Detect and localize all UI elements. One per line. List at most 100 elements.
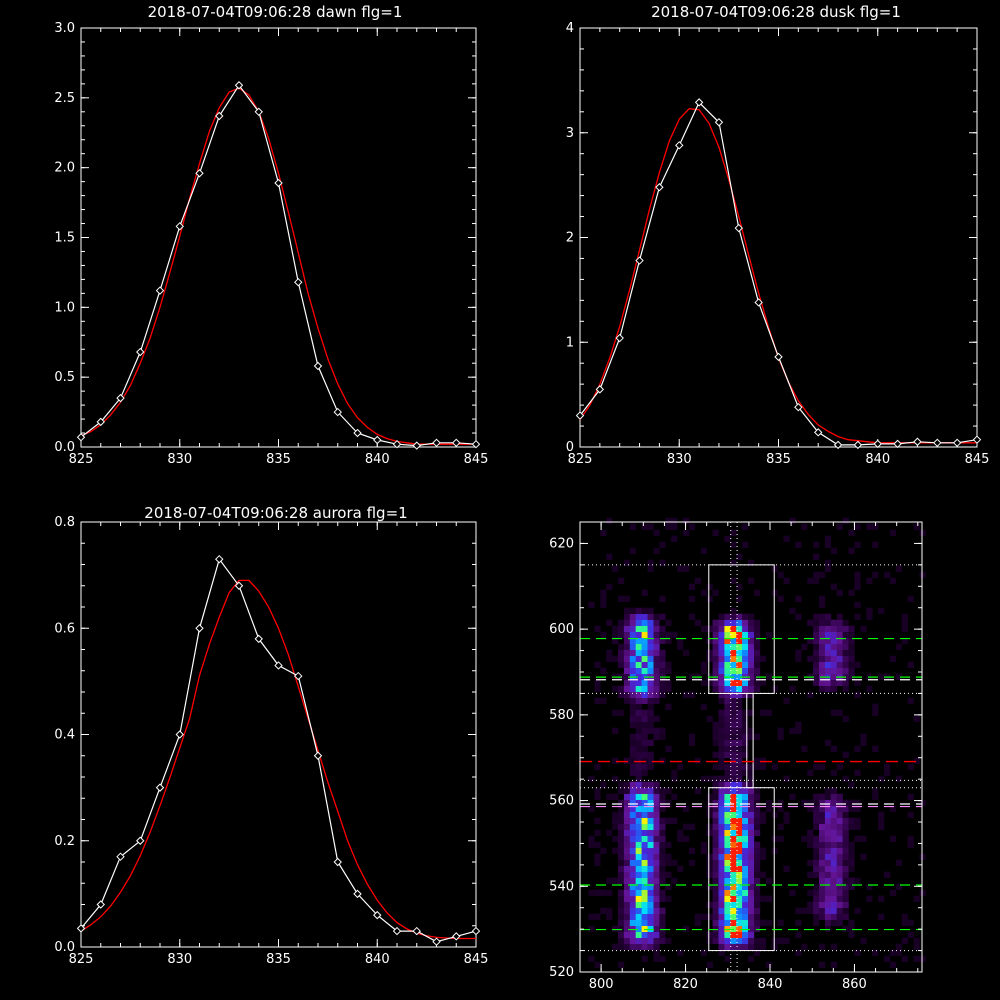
heatmap-cell — [635, 637, 642, 644]
heatmap-cell — [730, 703, 737, 710]
heatmap-cell — [854, 691, 861, 698]
heatmap-cell — [641, 709, 648, 716]
heatmap-cell — [718, 763, 725, 770]
heatmap-cell — [878, 673, 885, 680]
heatmap-cell — [736, 709, 743, 716]
heatmap-cell — [677, 643, 684, 650]
data-point-diamond — [136, 347, 145, 357]
heatmap-cell — [842, 661, 849, 668]
heatmap-cell — [907, 661, 914, 668]
heatmap-cell — [736, 847, 743, 854]
y-tick-label: 0.2 — [54, 834, 75, 849]
heatmap-cell — [612, 811, 619, 818]
heatmap-cell — [807, 805, 814, 812]
heatmap-cell — [653, 811, 660, 818]
heatmap-cell — [742, 889, 749, 896]
data-point-diamond — [353, 889, 362, 899]
y-tick-label: 540 — [549, 879, 574, 894]
heatmap-cell — [641, 679, 648, 686]
heatmap-cell — [913, 757, 920, 764]
heatmap-cell — [724, 787, 731, 794]
heatmap-cell — [754, 631, 761, 638]
data-line — [80, 84, 477, 447]
heatmap-cell — [730, 931, 737, 938]
gaussian-fit-line — [80, 579, 476, 940]
y-tick-label: 0 — [566, 440, 574, 455]
heatmap-cell — [724, 781, 731, 788]
heatmap-cell — [659, 595, 666, 602]
heatmap-cell — [724, 775, 731, 782]
heatmap-cell — [623, 847, 631, 854]
heatmap-cell — [712, 631, 719, 638]
heatmap-cell — [730, 745, 737, 752]
heatmap-cell — [889, 889, 897, 896]
heatmap-cell — [848, 667, 855, 674]
x-tick-label: 840 — [365, 952, 390, 967]
heatmap-cell — [641, 733, 648, 740]
heatmap-cell — [635, 643, 642, 650]
heatmap-cell — [635, 799, 642, 806]
heatmap-cell — [647, 679, 654, 686]
heatmap-cell — [629, 679, 636, 686]
heatmap-cell — [677, 835, 684, 842]
heatmap-cell — [848, 931, 855, 938]
heatmap-cell — [748, 937, 755, 944]
heatmap-cell — [718, 751, 725, 758]
heatmap-cell — [724, 535, 731, 542]
heatmap-cell — [819, 847, 826, 854]
data-point-diamond — [195, 624, 204, 633]
heatmap-cell — [830, 655, 837, 662]
heatmap-cell — [842, 649, 849, 656]
heatmap-cell — [635, 931, 642, 938]
heatmap-cell — [742, 631, 749, 638]
y-tick-label: 2.0 — [54, 161, 75, 176]
heatmap-cell — [659, 667, 666, 674]
heatmap-cell — [653, 937, 660, 944]
heatmap-cell — [641, 625, 648, 632]
heatmap-cell — [653, 847, 660, 854]
heatmap-cell — [688, 859, 696, 866]
heatmap-cell — [842, 811, 849, 818]
heatmap-cell — [612, 925, 619, 932]
heatmap-cell — [653, 889, 660, 896]
heatmap-cell — [694, 619, 701, 626]
heatmap-cell — [830, 547, 837, 554]
heatmap-cell — [742, 715, 749, 722]
heatmap-cell — [635, 835, 642, 842]
heatmap-cell — [736, 877, 743, 884]
heatmap-cell — [641, 841, 648, 848]
x-tick-label: 840 — [365, 452, 390, 467]
heatmap-cell — [641, 619, 648, 626]
heatmap-cell — [647, 763, 654, 770]
y-tick-label: 0.0 — [54, 440, 75, 455]
heatmap-cell — [748, 667, 755, 674]
heatmap-cell — [712, 919, 719, 926]
heatmap-cell — [629, 817, 636, 824]
heatmap-cell — [801, 745, 808, 752]
heatmap-cell — [748, 853, 755, 860]
heatmap-cell — [895, 943, 902, 950]
heatmap-cell — [836, 619, 843, 626]
heatmap-cell — [754, 649, 761, 656]
heatmap-cell — [742, 805, 749, 812]
heatmap-cell — [606, 829, 613, 836]
dusk-panel: 2018-07-04T09:06:28 dusk flg=1 825 830 835… — [566, 3, 990, 467]
heatmap-cell — [618, 625, 625, 632]
heatmap-cell — [742, 853, 749, 860]
data-point-diamond — [215, 111, 224, 121]
heatmap-cell — [913, 955, 920, 962]
heatmap-cell — [629, 913, 636, 920]
heatmap-cell — [736, 619, 743, 626]
heatmap-cell — [635, 631, 642, 638]
heatmap-cell — [612, 727, 619, 734]
heatmap-cell — [718, 919, 725, 926]
heatmap-cell — [659, 937, 666, 944]
heatmap-cell — [813, 895, 820, 902]
heatmap-cell — [842, 823, 849, 830]
heatmap-cells — [588, 517, 926, 968]
heatmap-cell — [895, 565, 902, 572]
heatmap-cell — [712, 589, 719, 596]
heatmap-cell — [730, 631, 737, 638]
heatmap-cell — [807, 619, 814, 626]
heatmap-cell — [748, 829, 755, 836]
